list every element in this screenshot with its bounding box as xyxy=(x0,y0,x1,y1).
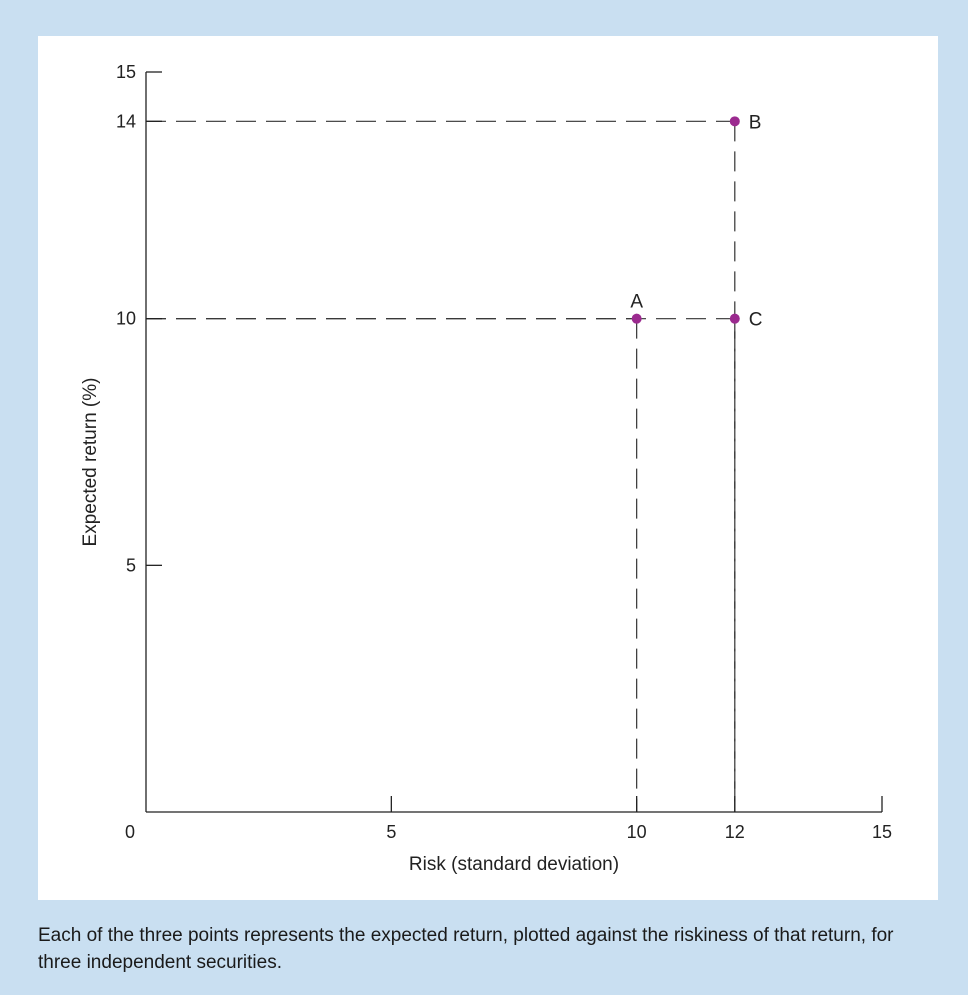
y-tick-label: 15 xyxy=(116,62,136,82)
x-axis-title: Risk (standard deviation) xyxy=(409,854,619,875)
plot-panel: 0 5 10 12 15 5 10 14 15 A B C Risk (standard devia… xyxy=(38,36,938,900)
ticks: 0 5 10 12 15 5 10 14 15 xyxy=(116,62,892,842)
data-point-b xyxy=(729,116,740,127)
x-tick-label: 15 xyxy=(872,822,892,842)
y-tick-label: 10 xyxy=(116,309,136,329)
data-point-c xyxy=(729,313,740,324)
data-point-a xyxy=(631,313,642,324)
figure-caption: Each of the three points represents the … xyxy=(38,925,894,973)
y-axis-title: Expected return (%) xyxy=(80,378,101,547)
point-label-b: B xyxy=(749,112,762,133)
data-points: A B C xyxy=(630,112,762,330)
x-tick-label: 5 xyxy=(386,822,396,842)
point-label-a: A xyxy=(630,292,643,313)
x-tick-label: 0 xyxy=(125,822,135,842)
x-tick-label: 10 xyxy=(627,822,647,842)
axes xyxy=(145,72,882,813)
y-tick-label: 5 xyxy=(126,555,136,575)
x-tick-label: 12 xyxy=(725,822,745,842)
scatter-chart: 0 5 10 12 15 5 10 14 15 A B C Risk (standard devia… xyxy=(80,62,892,875)
guide-lines xyxy=(146,120,736,812)
point-label-c: C xyxy=(749,310,763,331)
y-tick-label: 14 xyxy=(116,111,136,131)
